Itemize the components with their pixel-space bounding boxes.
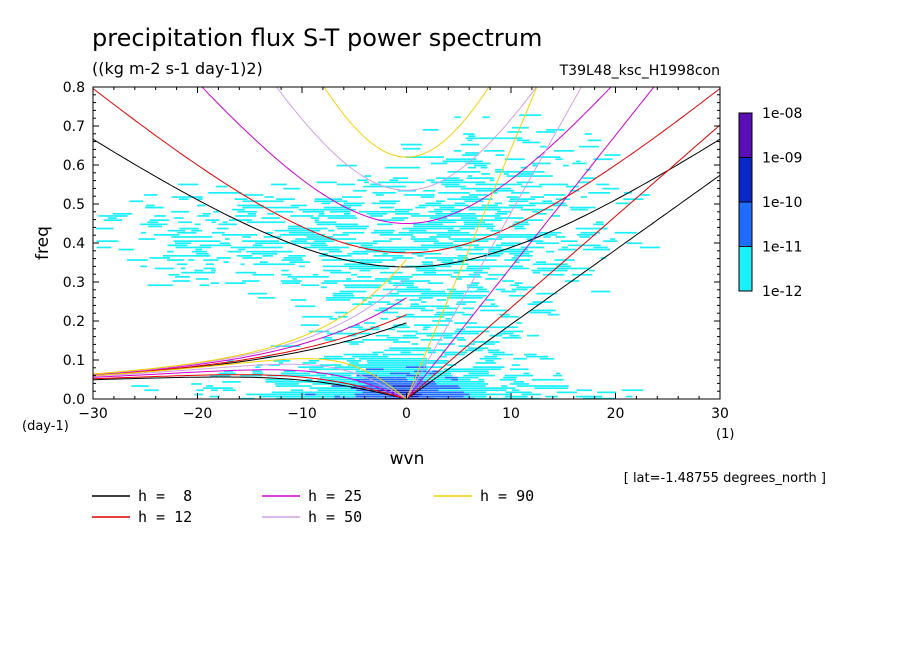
rossby-wave-h25 [93,369,407,399]
x-tick-label: −20 [183,406,213,422]
rossby-wave-h50 [93,363,407,399]
y-tick-label: 0.0 [63,392,85,408]
inertia-gravity-h12 [93,88,720,254]
legend-label-h50: h = 50 [308,508,362,526]
x-tick-label: −10 [287,406,317,422]
x-unit-label: (1) [716,427,734,442]
x-tick-label: 0 [402,406,411,422]
kelvin-wave-h90 [406,87,538,399]
y-tick-label: 0.2 [63,314,85,330]
y-tick-label: 0.3 [63,275,85,291]
inertia-gravity-h90 [323,87,490,158]
y-tick-label: 0.8 [63,80,85,96]
colorbar-swatch [738,157,753,203]
y-tick-label: 0.5 [63,197,85,213]
legend: h = 8 h = 12 h = 25 h = 50 h = 90 [92,487,534,526]
mixed-rossby-gravity-h25 [93,297,407,375]
axis-ticks: −30 −20 −10 0 10 20 30 0.0 0.1 0.2 0.3 0.4 0.5 0.6 0.7… [63,80,729,422]
kelvin-wave-h25 [406,87,655,399]
colorbar: 1e-08 1e-09 1e-10 1e-11 1e-12 [738,106,802,300]
kelvin-wave-h12 [406,124,720,399]
colorbar-label: 1e-12 [762,284,802,300]
kelvin-wave-h8 [406,174,720,399]
legend-label-h8: h = 8 [138,487,192,505]
plot-area: −30 −20 −10 0 10 20 30 0.0 0.1 0.2 0.3 0.4 0.5 0.6 0.7… [63,80,729,422]
legend-label-h12: h = 12 [138,508,192,526]
y-tick-label: 0.4 [63,236,85,252]
dispersion-curves [93,87,720,399]
colorbar-swatch [738,201,753,247]
y-unit-label: (day-1) [22,419,69,434]
legend-label-h90: h = 90 [480,487,534,505]
power-field [96,114,660,399]
rossby-wave-h90 [93,358,407,399]
x-tick-label: 20 [607,406,625,422]
dataset-label: T39L48_ksc_H1998con [559,63,720,79]
y-tick-label: 0.1 [63,353,85,369]
mixed-rossby-gravity-h90 [93,259,407,375]
y-tick-label: 0.7 [63,119,85,135]
chart-title: precipitation flux S-T power spectrum [92,24,542,52]
inertia-gravity-h8 [93,138,720,268]
x-tick-label: 10 [502,406,520,422]
legend-label-h25: h = 25 [308,487,362,505]
y-axis-label: freq [33,226,53,260]
rossby-wave-h8 [93,376,407,399]
x-tick-label: −30 [78,406,108,422]
inertia-gravity-h50 [275,87,538,191]
units-label: ((kg m-2 s-1 day-1)2) [92,59,263,78]
colorbar-swatch [738,246,753,292]
kelvin-wave-h50 [406,87,582,399]
mixed-rossby-gravity-h12 [93,314,407,376]
colorbar-label: 1e-11 [762,240,802,256]
colorbar-swatch [738,112,753,158]
colorbar-label: 1e-08 [762,106,802,122]
y-tick-label: 0.6 [63,158,85,174]
x-tick-label: 30 [711,406,729,422]
latitude-note: [ lat=-1.48755 degrees_north ] [624,471,826,486]
inertia-gravity-h25 [201,87,612,225]
rossby-wave-h12 [93,374,407,399]
colorbar-label: 1e-10 [762,195,802,211]
colorbar-label: 1e-09 [762,151,802,167]
x-axis-label: wvn [390,449,425,469]
